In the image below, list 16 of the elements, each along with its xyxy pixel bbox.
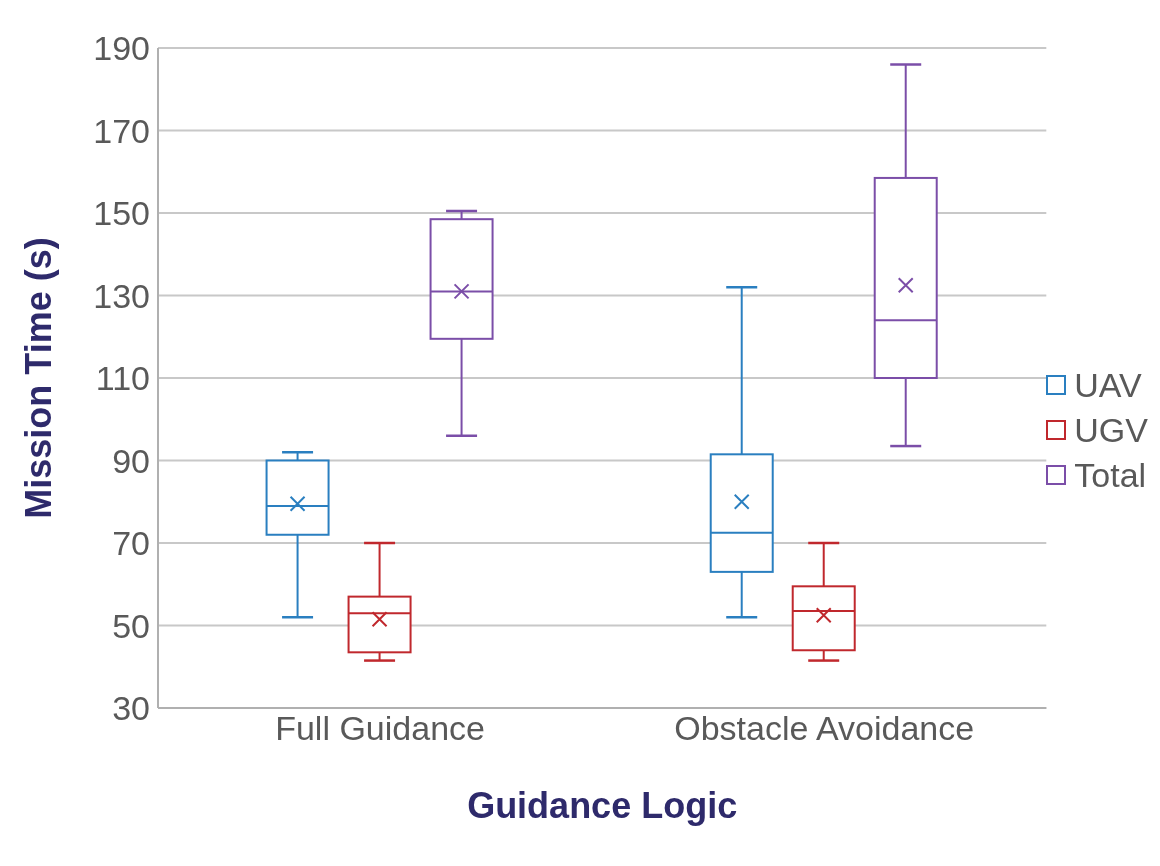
- y-tick-label: 70: [112, 524, 150, 563]
- legend-label: UGV: [1074, 410, 1148, 450]
- y-tick-label: 170: [93, 111, 150, 150]
- y-tick-label: 150: [93, 194, 150, 233]
- x-tick-label: Full Guidance: [275, 709, 485, 748]
- y-tick-label: 190: [93, 29, 150, 68]
- y-tick-label: 90: [112, 441, 150, 480]
- y-tick-label: 30: [112, 689, 150, 728]
- legend-label: Total: [1074, 455, 1147, 495]
- y-axis-title: Mission Time (s): [17, 237, 59, 519]
- x-tick-label: Obstacle Avoidance: [674, 709, 975, 748]
- y-tick-label: 50: [112, 606, 150, 645]
- y-tick-label: 110: [95, 359, 150, 398]
- legend-label: UAV: [1074, 365, 1142, 405]
- x-axis-title: Guidance Logic: [467, 785, 738, 826]
- y-tick-label: 130: [93, 276, 150, 315]
